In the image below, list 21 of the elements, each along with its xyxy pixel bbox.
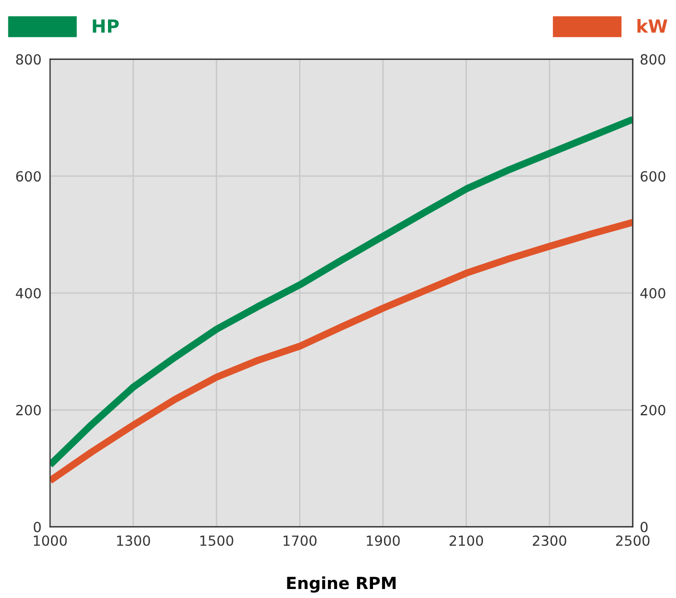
y-tick-label: 600 bbox=[16, 171, 41, 182]
y2-tick-label: 800 bbox=[640, 54, 666, 65]
y2-tick-label: 200 bbox=[640, 404, 666, 416]
x-tick-label: 1000 bbox=[34, 535, 67, 546]
y-tick-label: 800 bbox=[16, 54, 41, 65]
y-tick-label: 200 bbox=[16, 404, 41, 416]
legend-label: HP bbox=[92, 20, 119, 33]
y-tick-label: 0 bbox=[34, 522, 41, 532]
x-tick-label: 1300 bbox=[117, 535, 150, 546]
x-tick-label: 2500 bbox=[616, 535, 650, 546]
legend-label: kW bbox=[637, 18, 668, 33]
y2-tick-label: 400 bbox=[640, 288, 666, 298]
y2-tick-label: 600 bbox=[640, 171, 666, 182]
x-tick-label: 1700 bbox=[284, 535, 317, 546]
y2-tick-label: 0 bbox=[640, 522, 648, 532]
x-axis-title: Engine RPM bbox=[287, 576, 396, 593]
x-tick-label: 2100 bbox=[450, 535, 483, 546]
x-tick-label: 1500 bbox=[200, 535, 234, 546]
x-tick-label: 1900 bbox=[366, 535, 400, 546]
y-tick-label: 400 bbox=[16, 288, 41, 298]
x-tick-label: 2300 bbox=[532, 535, 566, 546]
